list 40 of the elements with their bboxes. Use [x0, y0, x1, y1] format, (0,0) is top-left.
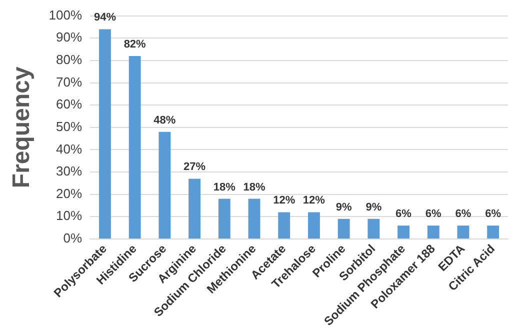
bar: [368, 218, 380, 238]
data-label: 82%: [124, 38, 146, 51]
bar: [487, 226, 500, 238]
data-label: 6%: [455, 208, 472, 220]
data-label: 12%: [302, 194, 326, 207]
data-label: 9%: [366, 201, 382, 214]
bar: [218, 198, 230, 238]
data-label: 27%: [184, 161, 206, 174]
bar: [278, 212, 290, 238]
bar: [158, 132, 171, 238]
y-tick-label: 30%: [56, 164, 82, 179]
bar: [457, 226, 470, 238]
data-label: 94%: [94, 12, 116, 24]
data-label: 6%: [485, 208, 502, 220]
y-tick-label: 90%: [56, 30, 82, 45]
y-tick-label: 40%: [56, 141, 82, 156]
data-label: 18%: [243, 181, 266, 194]
y-tick-label: 0%: [63, 230, 82, 246]
y-tick-label: 100%: [48, 7, 82, 22]
bar: [99, 29, 111, 238]
data-label: 12%: [273, 194, 296, 207]
y-tick-label: 70%: [56, 74, 82, 90]
y-tick-label: 50%: [56, 118, 82, 134]
bar: [308, 212, 320, 238]
y-axis-title: Frequency: [8, 66, 36, 188]
bar: [338, 218, 350, 238]
y-tick-label: 20%: [56, 186, 82, 201]
y-tick-label: 60%: [56, 96, 82, 112]
y-tick-label: 10%: [56, 208, 82, 224]
bar: [248, 198, 260, 238]
data-label: 18%: [213, 181, 236, 194]
data-label: 9%: [336, 201, 352, 214]
bar: [398, 226, 410, 238]
bar: [128, 56, 141, 238]
bar: [427, 226, 440, 238]
data-label: 48%: [154, 114, 176, 126]
y-tick-label: 80%: [56, 52, 82, 68]
data-label: 6%: [425, 208, 442, 220]
bar: [188, 178, 201, 238]
data-label: 6%: [396, 208, 412, 220]
